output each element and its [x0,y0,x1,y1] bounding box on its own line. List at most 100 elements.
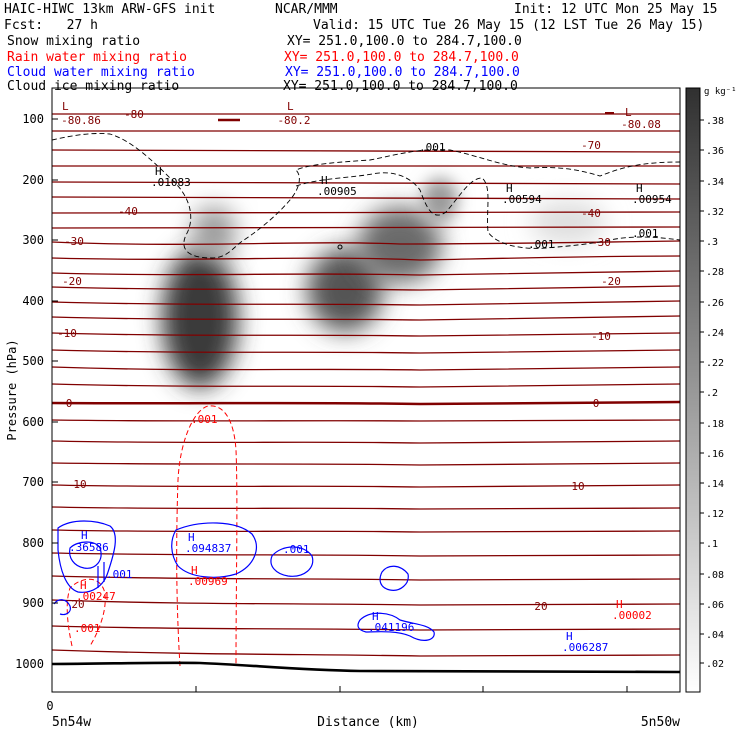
shade-blob [192,206,236,258]
x-axis-label: Distance (km) [317,715,419,730]
colorbar-ticks: .02 .04 .06 .08 .1 .12 .14 .16 .18 .2 .2… [700,116,724,670]
y-tick: 400 [22,294,58,308]
temp-label: -30 [64,235,84,248]
colorbar-tick-label: .32 [706,207,724,218]
rain-contours [66,405,238,667]
field-cloudwater-xy: XY= 251.0,100.0 to 284.7,100.0 [285,65,520,80]
cloud-ice-contours [52,133,680,259]
isotherm [52,599,680,606]
temp-label: -70 [581,139,601,152]
colorbar-tick: .18 [700,419,724,430]
temp-label: 10 [571,480,584,493]
high-marker: H [81,529,88,542]
isotherm [52,255,680,261]
colorbar-tick-label: .04 [706,630,724,641]
high-marker: H [188,531,195,544]
temp-label: -30 [591,236,611,249]
y-tick-label: 900 [22,596,44,610]
colorbar-tick-label: .06 [706,600,724,611]
temperature-contours [52,112,680,657]
x-end-label: 5n50w [641,715,680,730]
cloud-water-contour [53,599,71,616]
isotherm [52,270,680,276]
high-value: .094837 [185,542,231,555]
isotherm [52,462,680,466]
low-marker: L [625,106,632,119]
y-tick-label: 700 [22,475,44,489]
isotherm [52,506,680,510]
temp-label: -20 [62,275,82,288]
colorbar-tick: .12 [700,509,724,520]
isotherm [52,529,680,533]
colorbar-tick: .1 [700,539,718,550]
y-tick: 100 [22,112,58,126]
colorbar-tick-label: .38 [706,116,724,127]
ice-contour [295,172,680,249]
colorbar-tick-label: .26 [706,298,724,309]
high-marker: H [372,610,379,623]
colorbar-tick-label: .12 [706,509,724,520]
y-tick-label: 400 [22,294,44,308]
init-time: Init: 12 UTC Mon 25 May 15 [514,2,718,17]
field-cloudwater-label: Cloud water mixing ratio [7,65,195,80]
colorbar-tick-label: .34 [706,177,724,188]
colorbar-tick: .34 [700,177,724,188]
field-rain-label: Rain water mixing ratio [7,50,188,65]
ice-min-marker [337,244,343,250]
high-marker: H [616,598,623,611]
isotherm [52,419,680,422]
colorbar-tick: .02 [700,659,724,670]
plot-frame [51,87,681,693]
y-tick-label: 200 [22,173,44,187]
isotherm [52,240,680,245]
isotherm [52,181,680,185]
y-tick: 800 [22,536,58,550]
isotherm-zero [52,400,680,406]
temp-label: 0 [66,397,73,410]
cloud-water-contour [69,541,102,569]
temperature-labels: -80 -80.86 -80.2 -80.08 -70 -40 -40 -30 … [57,108,661,613]
y-tick-label: 1000 [15,657,44,671]
shade-blob [162,248,238,388]
temp-label: -10 [591,330,611,343]
x-axis [195,686,628,692]
y-tick-label: 500 [22,354,44,368]
colorbar-tick-label: .28 [706,267,724,278]
colorbar-tick-label: .1 [706,539,718,550]
colorbar-tick: .38 [700,116,724,127]
cloud-water-contour-label: .001 [283,543,310,556]
high-value: .00969 [188,575,228,588]
temp-label: -80.08 [621,118,661,131]
field-rain-xy: XY= 251.0,100.0 to 284.7,100.0 [284,50,519,65]
cloud-water-contour [357,612,435,641]
high-marker: H [321,174,328,187]
high-marker: H [636,182,643,195]
y-tick-label: 100 [22,112,44,126]
cloud-water-contour [97,562,105,588]
colorbar-gradient [685,87,701,693]
isotherm [52,196,680,200]
valid-time: Valid: 15 UTC Tue 26 May 15 (12 LST Tue … [313,18,705,33]
temp-label: -80.86 [61,114,101,127]
temp-label: -40 [118,205,138,218]
rain-contour-label: .001 [74,622,101,635]
colorbar-tick: .26 [700,298,724,309]
high-value: .006287 [562,641,608,654]
colorbar-tick: .16 [700,449,724,460]
y-tick: 300 [22,233,58,247]
forecast-hour: Fcst: 27 h [4,18,98,33]
isotherm [52,300,680,306]
high-marker: H [80,579,87,592]
temp-label: 10 [73,478,86,491]
colorbar-tick-label: .3 [706,237,718,248]
high-marker: H [506,182,513,195]
y-tick: 700 [22,475,58,489]
isotherm [52,440,680,444]
colorbar-tick-label: .24 [706,328,724,339]
colorbar-tick: .22 [700,358,724,369]
y-tick-label: 300 [22,233,44,247]
colorbar-tick-label: .22 [706,358,724,369]
temp-label: -10 [57,327,77,340]
colorbar-tick-label: .08 [706,570,724,581]
